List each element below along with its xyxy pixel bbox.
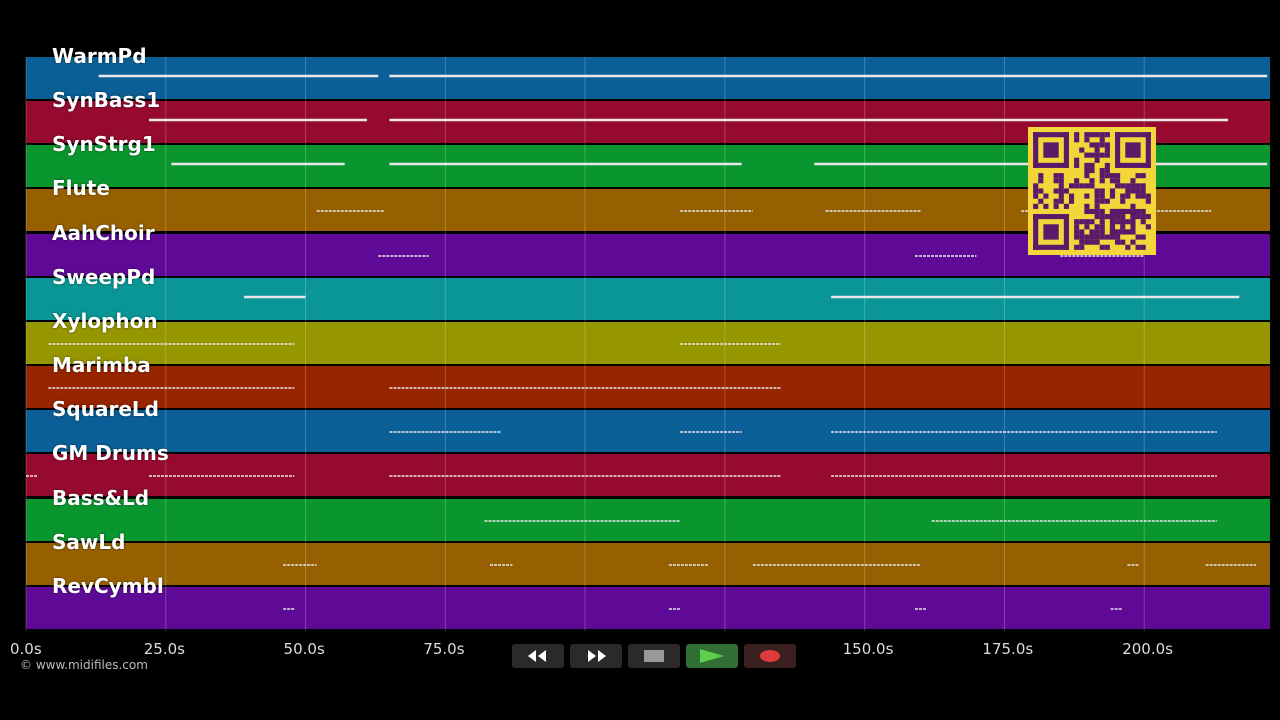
qr-code [1028, 127, 1156, 255]
track-notes [48, 387, 781, 389]
track-notes [48, 343, 781, 345]
fast-forward-icon [588, 650, 606, 662]
record-icon [760, 650, 780, 662]
track-label: Xylophon [52, 308, 158, 333]
rewind-button[interactable] [512, 644, 564, 668]
track-label: Bass&Ld [52, 485, 150, 510]
track-notes [283, 608, 1122, 610]
track-label: Flute [52, 176, 110, 201]
track-notes [244, 295, 1240, 298]
track-notes [484, 519, 1217, 522]
rewind-icon [528, 650, 546, 662]
track-row[interactable] [26, 410, 1270, 453]
track-label: SweepPd [52, 264, 156, 289]
copyright-text: © www.midifiles.com [20, 658, 148, 672]
track-label: SawLd [52, 529, 126, 554]
track-label: AahChoir [52, 220, 155, 245]
track-label: WarmPd [52, 44, 147, 68]
timeline-tick-label: 50.0s [283, 640, 325, 658]
track-row[interactable] [26, 454, 1270, 497]
track-label: SynStrg1 [52, 132, 156, 157]
track-label: SynBass1 [52, 88, 161, 113]
track-row[interactable] [26, 366, 1270, 409]
timeline-tick-label: 0.0s [10, 640, 42, 658]
track-label: RevCymbl [52, 573, 164, 598]
track-label: Marimba [52, 353, 151, 378]
track-row[interactable] [26, 57, 1270, 99]
fast-forward-button[interactable] [570, 644, 622, 668]
transport-controls [512, 644, 796, 668]
stop-button[interactable] [628, 644, 680, 668]
track-row[interactable] [26, 542, 1270, 585]
track-row[interactable] [26, 586, 1270, 629]
play-button[interactable] [686, 644, 738, 668]
track-notes [283, 563, 1257, 566]
track-label: SquareLd [52, 397, 159, 422]
track-row[interactable] [26, 498, 1270, 541]
track-notes [316, 210, 1212, 213]
play-icon [700, 649, 724, 663]
timeline-tick-label: 25.0s [143, 640, 185, 658]
timeline-tick-label: 75.0s [423, 640, 465, 658]
track-notes [98, 74, 1268, 78]
track-notes [26, 475, 1217, 478]
track-row[interactable] [26, 321, 1270, 364]
stop-icon [644, 650, 664, 662]
timeline-tick-label: 175.0s [982, 640, 1034, 658]
track-row[interactable] [26, 277, 1270, 320]
track-notes [389, 431, 1217, 433]
timeline-tick-label: 200.0s [1122, 640, 1173, 658]
record-button[interactable] [744, 644, 796, 668]
timeline-tick-label: 150.0s [842, 640, 894, 658]
track-notes [378, 254, 1145, 257]
track-label: GM Drums [52, 441, 169, 466]
track-notes [149, 118, 1229, 122]
